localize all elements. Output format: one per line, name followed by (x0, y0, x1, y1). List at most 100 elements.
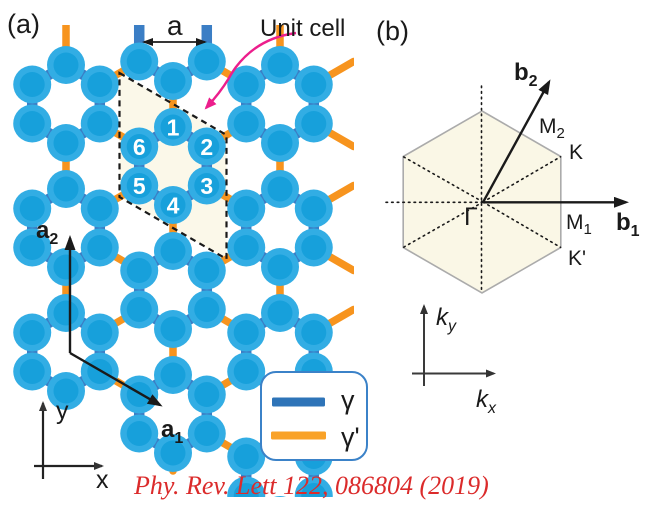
atom-core (267, 130, 293, 156)
atom-core (194, 382, 220, 407)
atom-core (53, 176, 79, 202)
atom-core (53, 130, 79, 156)
m2-point-label: M2 (539, 115, 565, 142)
atom-core (233, 111, 259, 136)
atom-core (53, 52, 79, 78)
atom-core (87, 72, 113, 97)
vector-b1-label: b1 (616, 209, 640, 240)
atom-core (194, 173, 220, 198)
atom-core (53, 300, 79, 326)
atom-core (160, 114, 186, 140)
unit-cell-arrow (204, 31, 297, 110)
axis-y-label: y (56, 397, 69, 425)
atom-core (233, 72, 259, 97)
atom-core (126, 134, 152, 159)
atom-number-label: 1 (167, 115, 180, 141)
atom-core (301, 320, 327, 345)
atom-core (267, 254, 293, 280)
atom-core (87, 320, 113, 345)
atom-core (126, 49, 152, 74)
real-space-axes (34, 401, 104, 479)
legend-gamma-label: γ (341, 385, 355, 415)
atom-core (233, 196, 259, 221)
atom-core (87, 111, 113, 136)
atom (273, 496, 287, 497)
atom-core (19, 320, 45, 345)
legend: γ γ' (260, 371, 368, 461)
atom-core (268, 503, 293, 509)
atom-core (19, 359, 45, 384)
atom-number-label: 5 (133, 173, 146, 199)
atom-core (19, 196, 45, 221)
atoms (13, 42, 333, 509)
atom-core (194, 134, 220, 159)
atom-core (233, 235, 259, 260)
atom-core (160, 68, 186, 94)
atom-core (126, 421, 152, 446)
atom-core (233, 320, 259, 345)
legend-gamma-prime-bar (271, 431, 326, 440)
atom-core (126, 297, 152, 322)
atom-core (194, 49, 220, 74)
atom-core (194, 421, 220, 446)
atom-core (233, 359, 259, 384)
atom-core (194, 258, 220, 283)
atom-core (267, 52, 293, 78)
citation: Phy. Rev. Lett 122, 086804 (2019) (133, 471, 489, 500)
k-prime-point-label: K' (568, 247, 586, 270)
atom-number-label: 2 (200, 134, 213, 160)
atom-core (267, 176, 293, 202)
axis-ky-label: ky (436, 304, 457, 335)
atom-core (160, 440, 186, 466)
atom-number-label: 6 (133, 134, 146, 160)
atom-core (301, 72, 327, 97)
lattice-panel: 12 345 6 (13, 25, 354, 509)
vector-b2-arrow (481, 79, 551, 203)
atom-core (19, 235, 45, 260)
gamma-point-label: Γ (464, 203, 478, 231)
atom-core (87, 196, 113, 221)
legend-gamma-prime-label: γ' (341, 422, 360, 452)
atom-core (233, 483, 259, 497)
lattice-constant-label: a (167, 10, 183, 41)
vector-a1-label: a1 (161, 416, 183, 447)
atom-core (160, 192, 186, 218)
honeycomb-lattice: 12 345 6 (13, 25, 354, 509)
k-space-axes (412, 304, 496, 386)
atom-core (19, 111, 45, 136)
atom-core (194, 297, 220, 322)
atom-core (126, 173, 152, 198)
atom-number-label: 4 (167, 193, 180, 219)
atom-core (53, 254, 79, 280)
unit-cell-boundary (118, 71, 228, 261)
atom-core (301, 483, 327, 497)
atom-core (160, 362, 186, 388)
axis-x-label: x (96, 466, 109, 494)
unit-cell-label: Unit cell (260, 15, 345, 42)
atom-core (301, 196, 327, 221)
vector-a2-label: a2 (36, 217, 58, 248)
atom-core (87, 235, 113, 260)
k-point-label: K (569, 141, 583, 164)
atom-core (233, 444, 259, 469)
atom-core (160, 238, 186, 264)
vector-a1-arrow (69, 351, 163, 407)
axis-kx-label: kx (476, 386, 497, 417)
m1-point-label: M1 (566, 211, 592, 238)
atom-core (160, 316, 186, 342)
atom-core (301, 111, 327, 136)
atom-number-label: 3 (200, 173, 213, 199)
atom-core (267, 300, 293, 326)
panel-a-label: (a) (7, 9, 40, 39)
vector-b2-label: b2 (514, 59, 538, 90)
atom-numbers: 12 345 6 (133, 115, 213, 219)
legend-gamma-bar (272, 397, 325, 407)
panel-b-label: (b) (376, 16, 409, 46)
atom-core (126, 258, 152, 283)
atom-core (19, 72, 45, 97)
atom-core (53, 378, 79, 404)
atom-core (301, 235, 327, 260)
atom-core (126, 382, 152, 407)
